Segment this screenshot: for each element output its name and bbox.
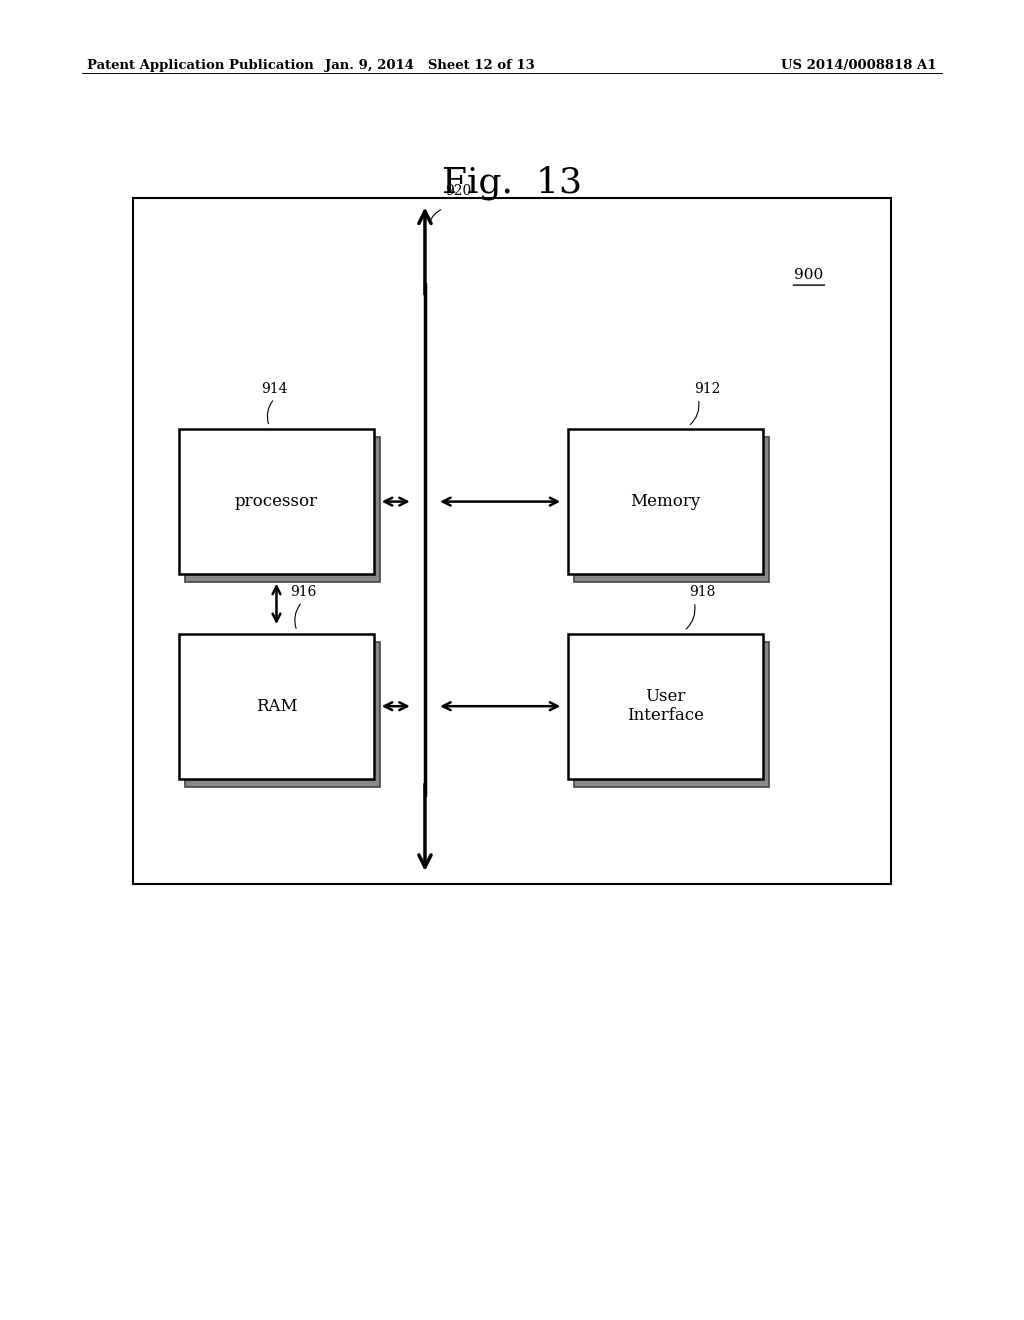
Text: User
Interface: User Interface: [627, 688, 705, 725]
Bar: [179, 429, 374, 574]
Bar: [568, 634, 763, 779]
Text: Jan. 9, 2014   Sheet 12 of 13: Jan. 9, 2014 Sheet 12 of 13: [326, 59, 535, 73]
Text: 912: 912: [694, 381, 721, 396]
Bar: [185, 437, 380, 582]
Text: 916: 916: [290, 585, 316, 599]
Bar: [568, 429, 763, 574]
Text: Fig.  13: Fig. 13: [442, 165, 582, 199]
Bar: [185, 642, 380, 787]
Text: processor: processor: [234, 494, 318, 510]
Bar: [133, 198, 891, 884]
Text: RAM: RAM: [256, 698, 297, 714]
Bar: [179, 634, 374, 779]
Text: 918: 918: [689, 585, 716, 599]
Text: Patent Application Publication: Patent Application Publication: [87, 59, 313, 73]
Text: 900: 900: [795, 268, 823, 282]
Text: 920: 920: [445, 183, 472, 198]
Bar: [574, 437, 769, 582]
Text: Memory: Memory: [631, 494, 700, 510]
Bar: [574, 642, 769, 787]
Text: US 2014/0008818 A1: US 2014/0008818 A1: [781, 59, 937, 73]
Text: 914: 914: [261, 381, 288, 396]
